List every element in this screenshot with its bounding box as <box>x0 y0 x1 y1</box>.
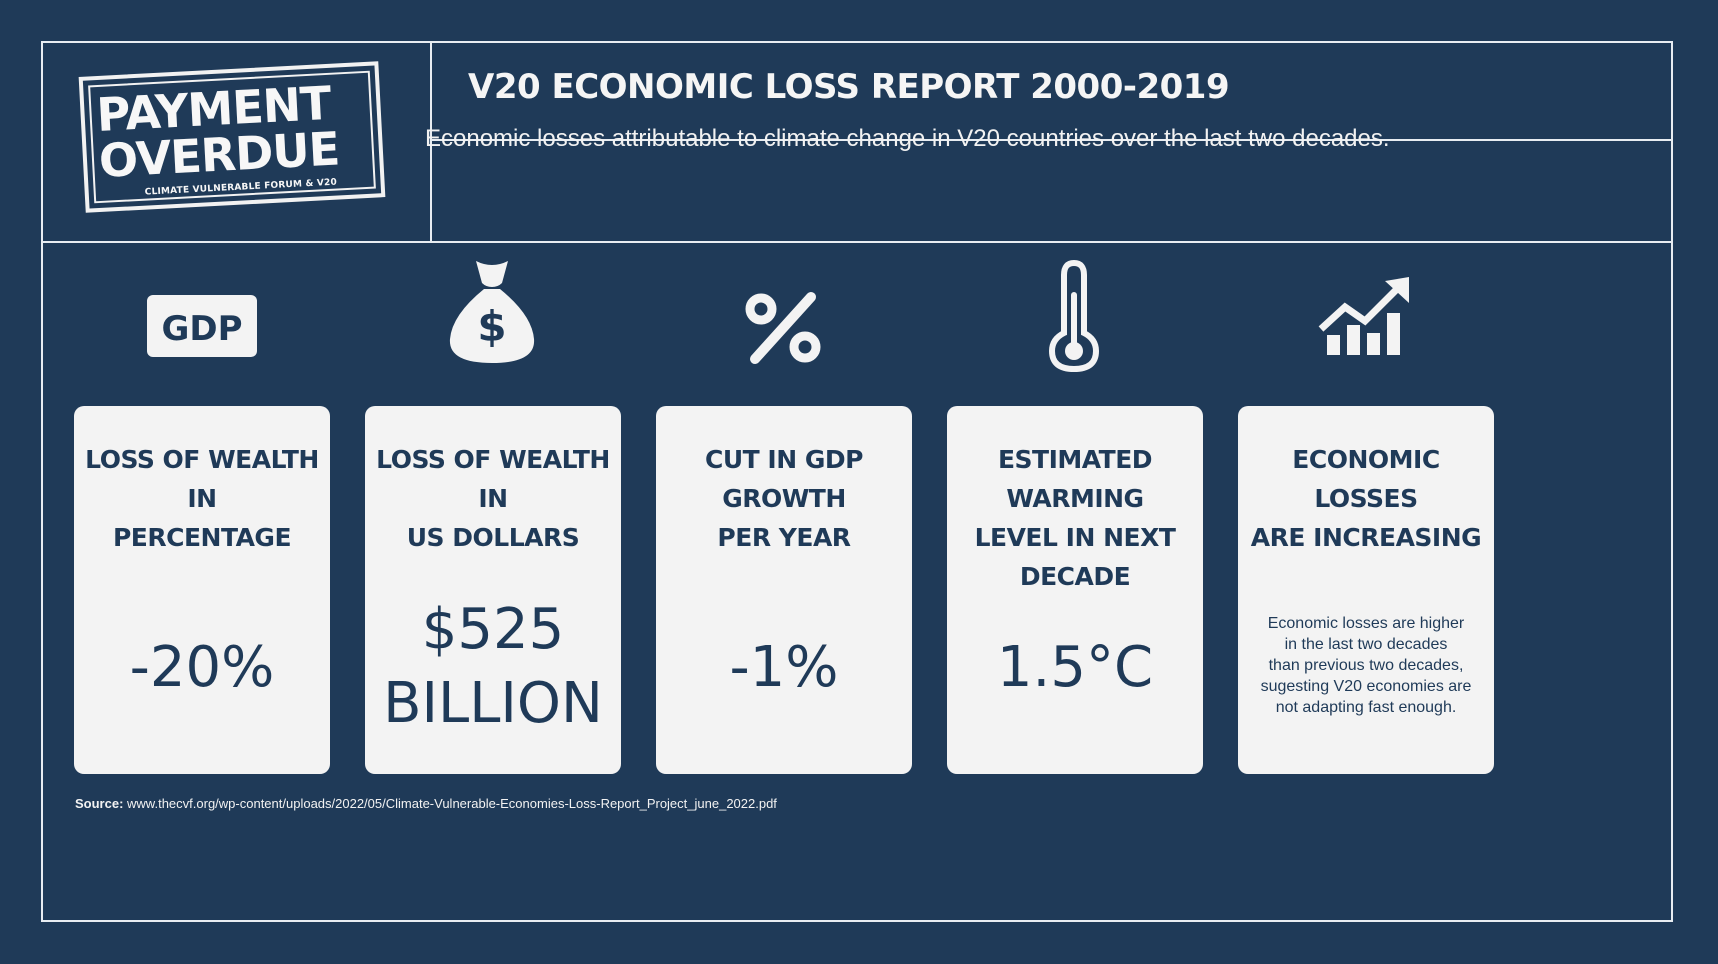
source-label: Source: <box>75 796 124 811</box>
card-title-line: LEVEL IN NEXT DECADE <box>974 523 1176 591</box>
card-value: 1.5°C <box>996 635 1154 700</box>
infographic-frame: PAYMENT OVERDUE CLIMATE VULNERABLE FORUM… <box>41 41 1673 922</box>
payment-overdue-logo: PAYMENT OVERDUE CLIMATE VULNERABLE FORUM… <box>78 61 386 213</box>
card-title-line: PERCENTAGE <box>112 523 292 552</box>
card-title: ECONOMIC LOSSES ARE INCREASING <box>1246 440 1486 557</box>
card-note-line: sugesting V20 economies are <box>1260 678 1472 695</box>
trend-up-chart-icon <box>1305 255 1425 375</box>
page-title: V20 ECONOMIC LOSS REPORT 2000-2019 <box>468 67 1230 107</box>
card-note: Economic losses are higher in the last t… <box>1256 613 1476 718</box>
logo-line-overdue: OVERDUE <box>97 121 341 188</box>
source-citation: Source: www.thecvf.org/wp-content/upload… <box>75 796 777 811</box>
card-note-line: Economic losses are higher <box>1267 615 1465 632</box>
card-loss-dollars: LOSS OF WEALTH IN US DOLLARS $525 BILLIO… <box>365 406 621 774</box>
source-url: www.thecvf.org/wp-content/uploads/2022/0… <box>127 796 777 811</box>
header: PAYMENT OVERDUE CLIMATE VULNERABLE FORUM… <box>43 43 1671 243</box>
card-losses-increasing: ECONOMIC LOSSES ARE INCREASING Economic … <box>1238 406 1494 774</box>
gdp-icon: GDP <box>143 255 263 375</box>
svg-text:$: $ <box>477 302 506 351</box>
card-value: -1% <box>729 635 839 700</box>
card-note-line: not adapting fast enough. <box>1275 699 1457 716</box>
money-bag-icon: $ <box>432 255 552 375</box>
card-note-line: than previous two decades, <box>1268 657 1464 674</box>
card-title-line: PER YEAR <box>717 523 851 552</box>
card-title: ESTIMATED WARMING LEVEL IN NEXT DECADE <box>955 440 1195 596</box>
card-title-line: LOSS OF WEALTH IN <box>376 445 610 513</box>
card-title: CUT IN GDP GROWTH PER YEAR <box>664 440 904 557</box>
card-title: LOSS OF WEALTH IN PERCENTAGE <box>82 440 322 557</box>
page-subtitle: Economic losses attributable to climate … <box>425 125 1390 152</box>
card-warming-level: ESTIMATED WARMING LEVEL IN NEXT DECADE 1… <box>947 406 1203 774</box>
thermometer-icon <box>1014 255 1134 375</box>
card-title: LOSS OF WEALTH IN US DOLLARS <box>373 440 613 557</box>
card-title-line: ECONOMIC LOSSES <box>1292 445 1440 513</box>
title-cell: V20 ECONOMIC LOSS REPORT 2000-2019 <box>432 43 1671 141</box>
percent-icon <box>723 255 843 375</box>
logo-cell: PAYMENT OVERDUE CLIMATE VULNERABLE FORUM… <box>43 43 432 241</box>
card-title-line: CUT IN GDP GROWTH <box>705 445 863 513</box>
card-title-line: US DOLLARS <box>406 523 580 552</box>
card-loss-percentage: LOSS OF WEALTH IN PERCENTAGE -20% <box>74 406 330 774</box>
card-title-line: ARE INCREASING <box>1250 523 1482 552</box>
gdp-icon-label: GDP <box>161 309 242 349</box>
card-note-line: in the last two decades <box>1284 636 1448 653</box>
card-gdp-growth-cut: CUT IN GDP GROWTH PER YEAR -1% <box>656 406 912 774</box>
card-title-line: LOSS OF WEALTH IN <box>85 445 319 513</box>
card-value-unit: BILLION <box>383 671 603 736</box>
card-value: -20% <box>129 635 275 700</box>
card-title-line: ESTIMATED WARMING <box>997 445 1153 513</box>
card-value-amount: $525 <box>421 597 565 662</box>
